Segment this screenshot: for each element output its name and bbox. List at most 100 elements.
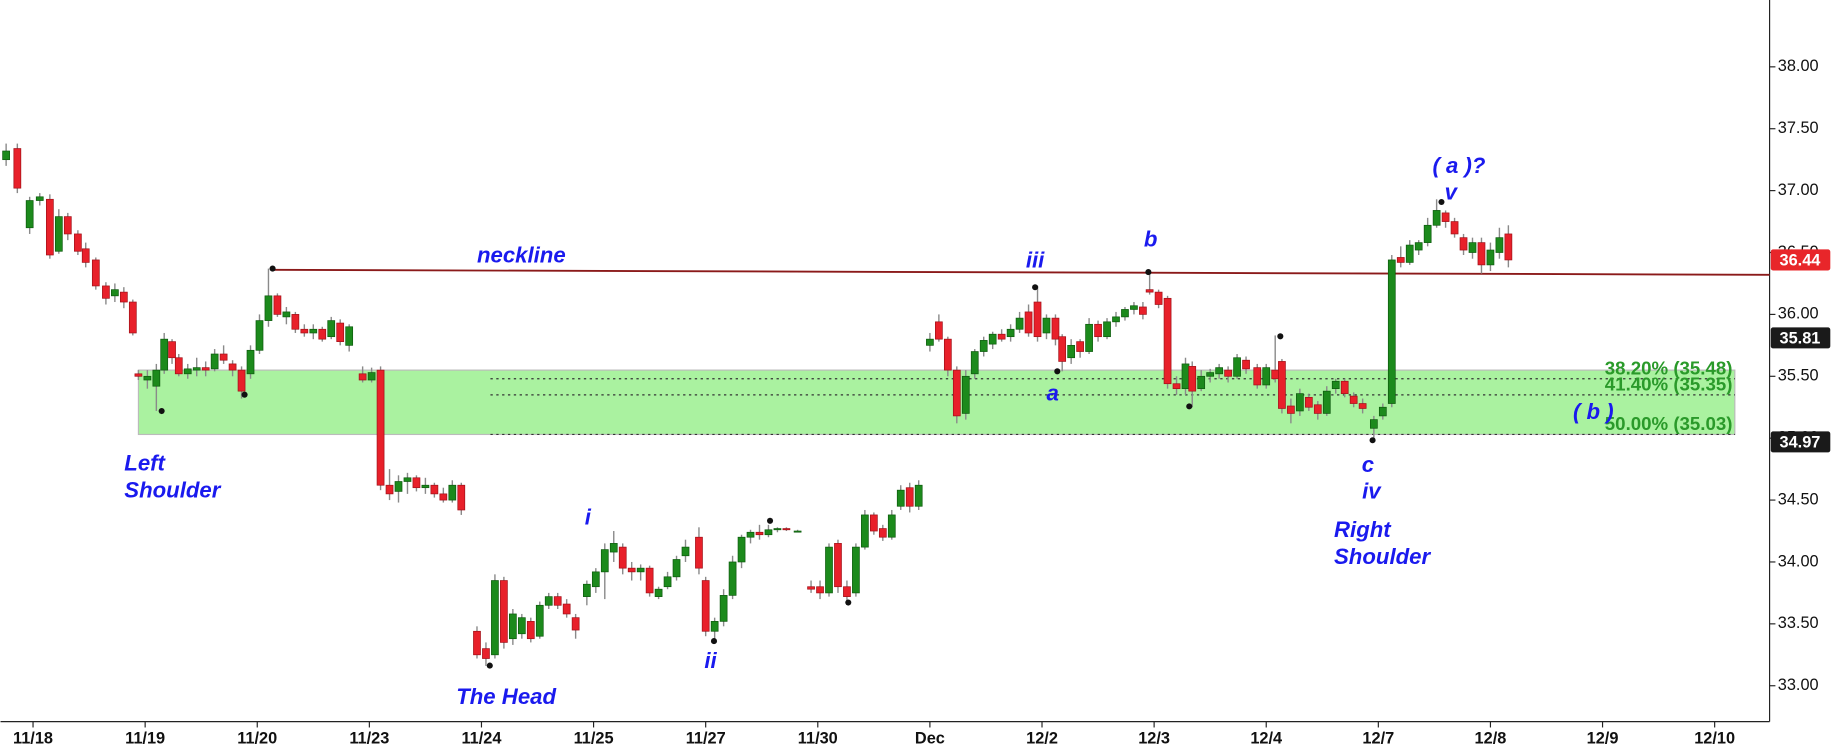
candle-body (773, 528, 782, 531)
annotation: i (585, 504, 592, 529)
candle-body (237, 369, 246, 392)
annotation: Right (1334, 517, 1392, 542)
candle-body (1262, 367, 1271, 386)
candle-body (852, 546, 860, 594)
candle-body (517, 617, 526, 635)
candle-body (1042, 317, 1051, 334)
candle-body (618, 546, 627, 569)
candle-body (710, 621, 719, 632)
x-tick-label: 12/4 (1250, 729, 1282, 747)
candle-body (672, 559, 681, 578)
x-tick-label: Dec (915, 729, 945, 747)
candle-body (111, 289, 119, 297)
candle-body (943, 338, 952, 371)
candle-body (367, 372, 376, 381)
candle-body (309, 328, 318, 334)
x-tick-label: 11/19 (125, 729, 165, 747)
candle-body (1495, 237, 1504, 253)
candle-body (1188, 366, 1197, 392)
candle-body (1006, 328, 1015, 338)
candle-body (160, 338, 169, 371)
y-tick-label: 37.00 (1778, 181, 1819, 199)
candle-body (681, 546, 690, 557)
candle-body (13, 148, 22, 189)
price-tag-label: 35.81 (1780, 329, 1821, 347)
candle-body (500, 580, 508, 643)
fib-label: 38.20% (35.48) (1605, 357, 1733, 378)
candle-body (544, 596, 553, 606)
candle-body (246, 349, 255, 375)
candle-body (1253, 367, 1262, 386)
candle-body (878, 528, 887, 538)
candle-body (997, 333, 1006, 340)
annotation: The Head (456, 684, 556, 709)
candle-body (473, 630, 481, 656)
candle-body (448, 484, 457, 501)
annotation: iv (1362, 479, 1382, 504)
candle-body (1051, 317, 1060, 340)
candle-body (119, 291, 128, 303)
candle-body (1172, 383, 1181, 390)
pivot-dot (486, 662, 493, 669)
candle-body (952, 369, 961, 417)
candle-body (412, 477, 421, 489)
y-tick-label: 34.50 (1778, 490, 1819, 508)
candle-body (843, 586, 851, 597)
candle-body (1024, 311, 1033, 334)
candle-body (219, 353, 228, 361)
x-tick-label: 12/8 (1475, 729, 1507, 747)
candle-body (1224, 369, 1232, 377)
candle-body (1233, 357, 1241, 377)
candle-body (834, 543, 842, 588)
fib-label: 50.00% (35.03) (1605, 413, 1733, 434)
candle-body (1313, 404, 1322, 414)
x-tick-label: 11/24 (461, 729, 501, 747)
x-tick-label: 12/3 (1138, 729, 1170, 747)
candle-body (1015, 317, 1024, 330)
candle-body (282, 311, 291, 318)
candle-body (1432, 210, 1441, 226)
candle-body (134, 373, 143, 377)
candle-body (609, 543, 618, 553)
neckline (272, 268, 1770, 276)
candle-body (1331, 380, 1340, 390)
candle-body (636, 567, 645, 573)
annotation: ii (704, 648, 717, 673)
candle-body (318, 328, 327, 340)
annotation: b (1144, 226, 1158, 251)
candle-body (1369, 419, 1378, 429)
candle-body (102, 285, 110, 299)
candle-body (300, 328, 309, 334)
candle-body (1067, 344, 1076, 359)
candle-body (1486, 249, 1495, 266)
candle-body (345, 326, 354, 346)
candle-body (861, 514, 869, 548)
candle-body (553, 596, 562, 606)
candle-body (1206, 372, 1215, 377)
x-tick-label: 11/23 (349, 729, 389, 747)
candle-body (457, 484, 466, 511)
candle-body (291, 314, 300, 330)
candle-body (336, 322, 345, 342)
candle-body (869, 514, 878, 532)
candle-body (961, 375, 970, 414)
pivot-dot (1277, 333, 1284, 340)
y-tick-label: 33.50 (1778, 614, 1819, 632)
candle-body (128, 301, 137, 334)
candle-body (1215, 367, 1223, 375)
candle-body (1139, 306, 1147, 315)
candle-body (255, 320, 264, 351)
candle-body (988, 333, 997, 345)
candle-body (273, 295, 282, 315)
candle-body (645, 567, 654, 594)
annotation: c (1362, 452, 1374, 477)
candle-body (1304, 396, 1313, 408)
candle-body (1242, 359, 1250, 370)
candle-body (45, 198, 54, 256)
x-tick-label: 11/25 (574, 729, 614, 747)
pivot-dot (1032, 284, 1039, 291)
pivot-dot (1438, 198, 1445, 206)
candle-body (1441, 212, 1450, 222)
candle-body (358, 373, 367, 381)
x-tick-label: 11/20 (237, 729, 277, 747)
